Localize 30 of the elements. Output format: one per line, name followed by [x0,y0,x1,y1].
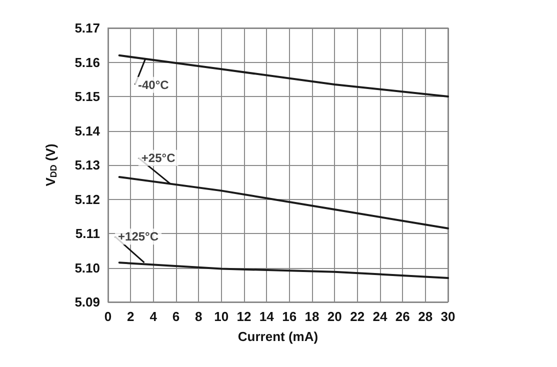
y-tick-label: 5.11 [75,226,100,241]
y-tick-label: 5.14 [74,123,101,138]
x-tick-label: 22 [350,309,365,324]
x-tick-label: 30 [440,309,456,324]
x-tick-label: 20 [327,309,342,324]
x-tick-label: 28 [418,309,433,324]
y-tick-label: 5.09 [74,294,100,310]
x-tick-label: 24 [372,309,388,324]
y-tick-label: 5.17 [74,20,100,36]
y-tick-label: 5.10 [74,260,100,276]
x-tick-label: 14 [259,309,275,324]
x-tick-label: 12 [236,309,252,324]
x-tick-label: 10 [214,309,229,324]
x-tick-label: 8 [195,309,202,324]
annotation: +125°C [118,230,159,244]
x-tick-label: 2 [127,309,134,324]
x-tick-label: 18 [304,309,320,324]
x-tick-label: 26 [395,309,410,324]
annotation: -40°C [138,78,170,92]
y-axis-title: VDD (V) [43,144,58,186]
x-tick-label: 16 [282,309,297,324]
x-tick-label: 0 [104,309,112,324]
x-tick-label: 4 [150,309,158,324]
y-tick-label: 5.12 [74,192,100,207]
annotation: +25°C [141,150,176,165]
x-axis-title: Current (mA) [238,329,318,344]
y-tick-label: 5.15 [74,89,100,104]
y-tick-label: 5.16 [74,54,100,70]
x-tick-label: 6 [172,309,180,324]
y-tick-label: 5.13 [74,158,100,172]
